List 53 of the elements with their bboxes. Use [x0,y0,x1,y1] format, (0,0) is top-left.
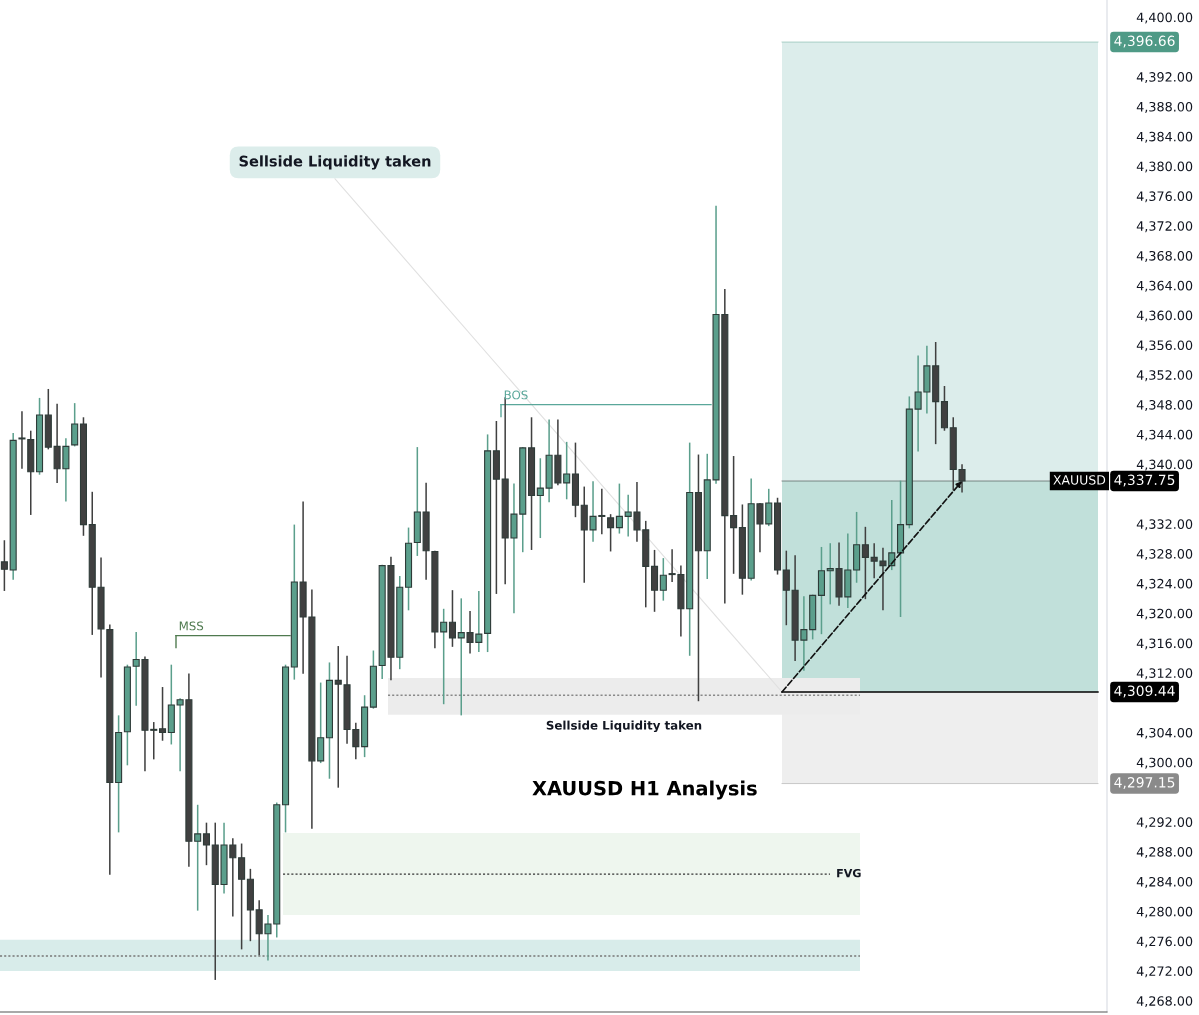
annotation: XAUUSD [1053,475,1106,485]
y-tick-label: 4,392.00 [1136,72,1193,84]
y-tick-label: 4,288.00 [1136,847,1193,859]
candlestick [71,403,79,447]
text: XAUUSD H1 Analysis [532,780,757,800]
y-tick-label: 4,276.00 [1136,936,1193,948]
y-tick-label: 4,384.00 [1136,131,1193,143]
y-tick-label: 4,368.00 [1136,250,1193,262]
candlestick [238,843,246,950]
candlestick [861,526,869,600]
y-tick-label: 4,364.00 [1136,280,1193,292]
y-tick-label: 4,360.00 [1136,310,1193,322]
y-tick-label: 4,324.00 [1136,578,1193,590]
y-tick-label: 4,268.00 [1136,996,1193,1008]
y-tick-label: 4,376.00 [1136,191,1193,203]
ref-line-label: 4,297.15 [1114,777,1175,789]
y-tick-label: 4,344.00 [1136,429,1193,441]
ref-line-label: BOS [504,390,528,400]
y-tick-label: 4,332.00 [1136,519,1193,531]
candlestick [202,822,211,866]
y-tick-label: 4,312.00 [1136,668,1193,680]
ref-line-label: 4,396.66 [1114,35,1175,48]
candlestick [730,456,738,574]
ref-line-label: FVG [837,868,861,878]
y-tick-label: 4,348.00 [1136,400,1193,411]
candlestick [448,590,457,647]
ref-line-label: 4,309.44 [1114,685,1175,698]
y-tick-label: 4,356.00 [1136,340,1193,352]
y-tick-label: 4,300.00 [1136,757,1193,769]
y-tick-label: 4,320.00 [1136,608,1193,620]
y-tick-label: 4,328.00 [1136,549,1193,561]
y-tick-label: 4,352.00 [1136,370,1193,382]
y-tick-label: 4,372.00 [1136,221,1193,233]
y-tick-label: 4,380.00 [1136,161,1193,173]
candlestick [650,549,659,612]
y-tick-label: 4,272.00 [1136,966,1193,978]
candlestick [659,558,667,601]
ref-line-label: 4,337.75 [1114,474,1175,487]
y-tick-label: 4,400.00 [1136,12,1193,24]
y-tick-label: 4,284.00 [1136,876,1193,888]
y-tick-label: 4,292.00 [1136,817,1193,829]
ref-line-label: MSS [179,621,204,631]
candlestick [607,514,615,552]
y-tick-label: 4,340.00 [1136,459,1193,471]
band-label: Sellside Liquidity taken [546,720,702,733]
candlestick [0,540,8,591]
y-tick-label: 4,280.00 [1136,906,1193,918]
y-tick-label: 4,316.00 [1136,638,1193,650]
candlestick [615,483,623,534]
annotation: Sellside Liquidity taken [239,155,431,170]
y-tick-label: 4,388.00 [1136,101,1193,113]
candlestick [158,687,167,741]
y-tick-label: 4,304.00 [1136,727,1193,739]
